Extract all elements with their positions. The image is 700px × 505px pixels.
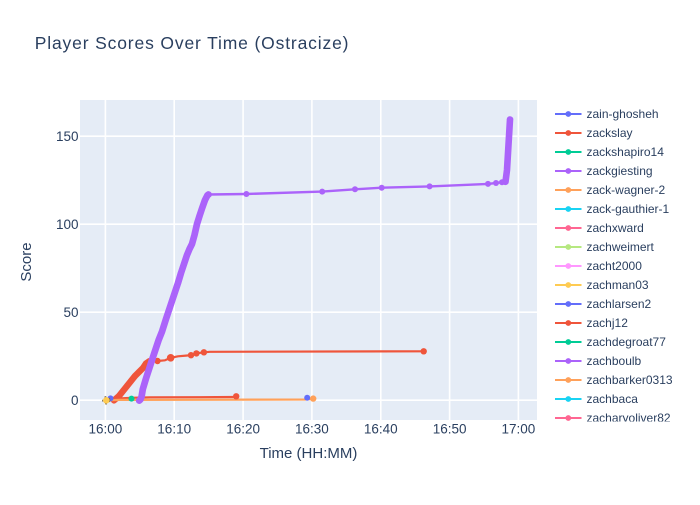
svg-text:Time (HH:MM): Time (HH:MM) (260, 445, 358, 462)
svg-text:zack-wagner-2: zack-wagner-2 (587, 183, 666, 197)
svg-text:16:40: 16:40 (364, 421, 398, 436)
svg-text:zacht2000: zacht2000 (587, 259, 643, 273)
svg-text:zack-gauthier-1: zack-gauthier-1 (587, 202, 670, 216)
svg-text:zackslay: zackslay (587, 126, 633, 140)
svg-text:16:50: 16:50 (433, 421, 467, 436)
svg-text:zachboulb: zachboulb (587, 354, 642, 368)
svg-text:17:00: 17:00 (502, 421, 536, 436)
svg-text:zacharyoliver82: zacharyoliver82 (587, 411, 671, 425)
svg-text:50: 50 (63, 305, 78, 320)
svg-text:zackshapiro14: zackshapiro14 (587, 145, 665, 159)
svg-text:zachman03: zachman03 (587, 278, 649, 292)
svg-text:zachxward: zachxward (587, 221, 644, 235)
svg-text:zachweimert: zachweimert (587, 240, 655, 254)
svg-text:Score: Score (18, 242, 35, 281)
svg-text:zachj12: zachj12 (587, 316, 629, 330)
svg-text:100: 100 (56, 217, 79, 232)
svg-text:zachlarsen2: zachlarsen2 (587, 297, 652, 311)
svg-text:zackgiesting: zackgiesting (587, 164, 653, 178)
svg-text:zachbarker0313: zachbarker0313 (587, 373, 673, 387)
svg-text:16:30: 16:30 (295, 421, 329, 436)
svg-text:0: 0 (71, 393, 79, 408)
svg-text:16:00: 16:00 (89, 421, 123, 436)
svg-text:16:20: 16:20 (226, 421, 260, 436)
svg-text:Player Scores Over Time (Ostra: Player Scores Over Time (Ostracize) (35, 33, 350, 53)
svg-text:150: 150 (56, 129, 79, 144)
svg-text:zachbaca: zachbaca (587, 392, 639, 406)
svg-text:zachdegroat77: zachdegroat77 (587, 335, 667, 349)
svg-text:zain-ghosheh: zain-ghosheh (587, 107, 659, 121)
svg-text:16:10: 16:10 (157, 421, 191, 436)
